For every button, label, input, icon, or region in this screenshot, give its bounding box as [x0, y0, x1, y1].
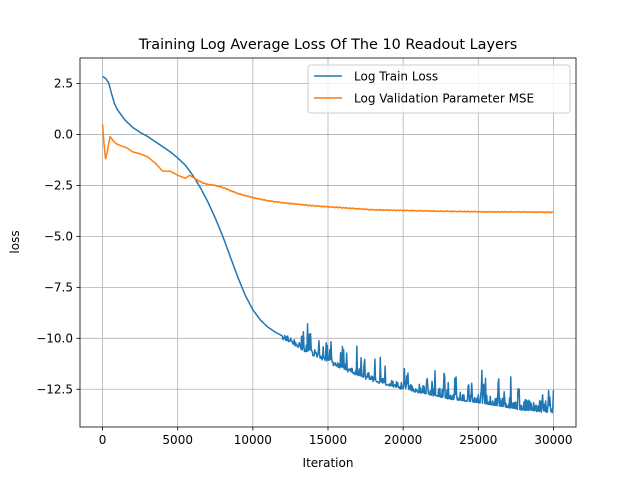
x-tick-label: 20000 [384, 433, 422, 447]
y-tick-label: −10.0 [36, 332, 73, 346]
grid-lines [80, 58, 576, 427]
y-tick-label: −2.5 [44, 179, 73, 193]
series-line-validation-mse [101, 124, 554, 214]
legend-box [307, 64, 571, 114]
y-tick-label: −7.5 [44, 281, 73, 295]
y-tick-label: 0.0 [54, 128, 73, 142]
x-tick-label: 5000 [162, 433, 193, 447]
legend: Log Train Loss Log Validation Parameter … [307, 64, 571, 114]
legend-label-train: Log Train Loss [354, 70, 438, 84]
x-tick-label: 10000 [234, 433, 272, 447]
y-tick-label: 2.5 [54, 77, 73, 91]
series-layer [101, 75, 555, 414]
x-tick-label: 0 [99, 433, 107, 447]
x-tick-label: 25000 [459, 433, 497, 447]
y-axis-ticks: 2.5 0.0 −2.5 −5.0 −7.5 −10.0 −12.5 [36, 77, 80, 396]
y-tick-label: −5.0 [44, 230, 73, 244]
x-axis-ticks: 0 5000 10000 15000 20000 25000 30000 [99, 427, 573, 447]
y-axis-label: loss [8, 230, 22, 253]
x-axis-label: Iteration [303, 456, 354, 470]
chart-title: Training Log Average Loss Of The 10 Read… [138, 37, 518, 53]
series-line-train-loss [102, 75, 555, 414]
legend-label-validation: Log Validation Parameter MSE [354, 92, 534, 106]
x-tick-label: 30000 [534, 433, 572, 447]
y-tick-label: −12.5 [36, 382, 73, 396]
x-tick-label: 15000 [309, 433, 347, 447]
